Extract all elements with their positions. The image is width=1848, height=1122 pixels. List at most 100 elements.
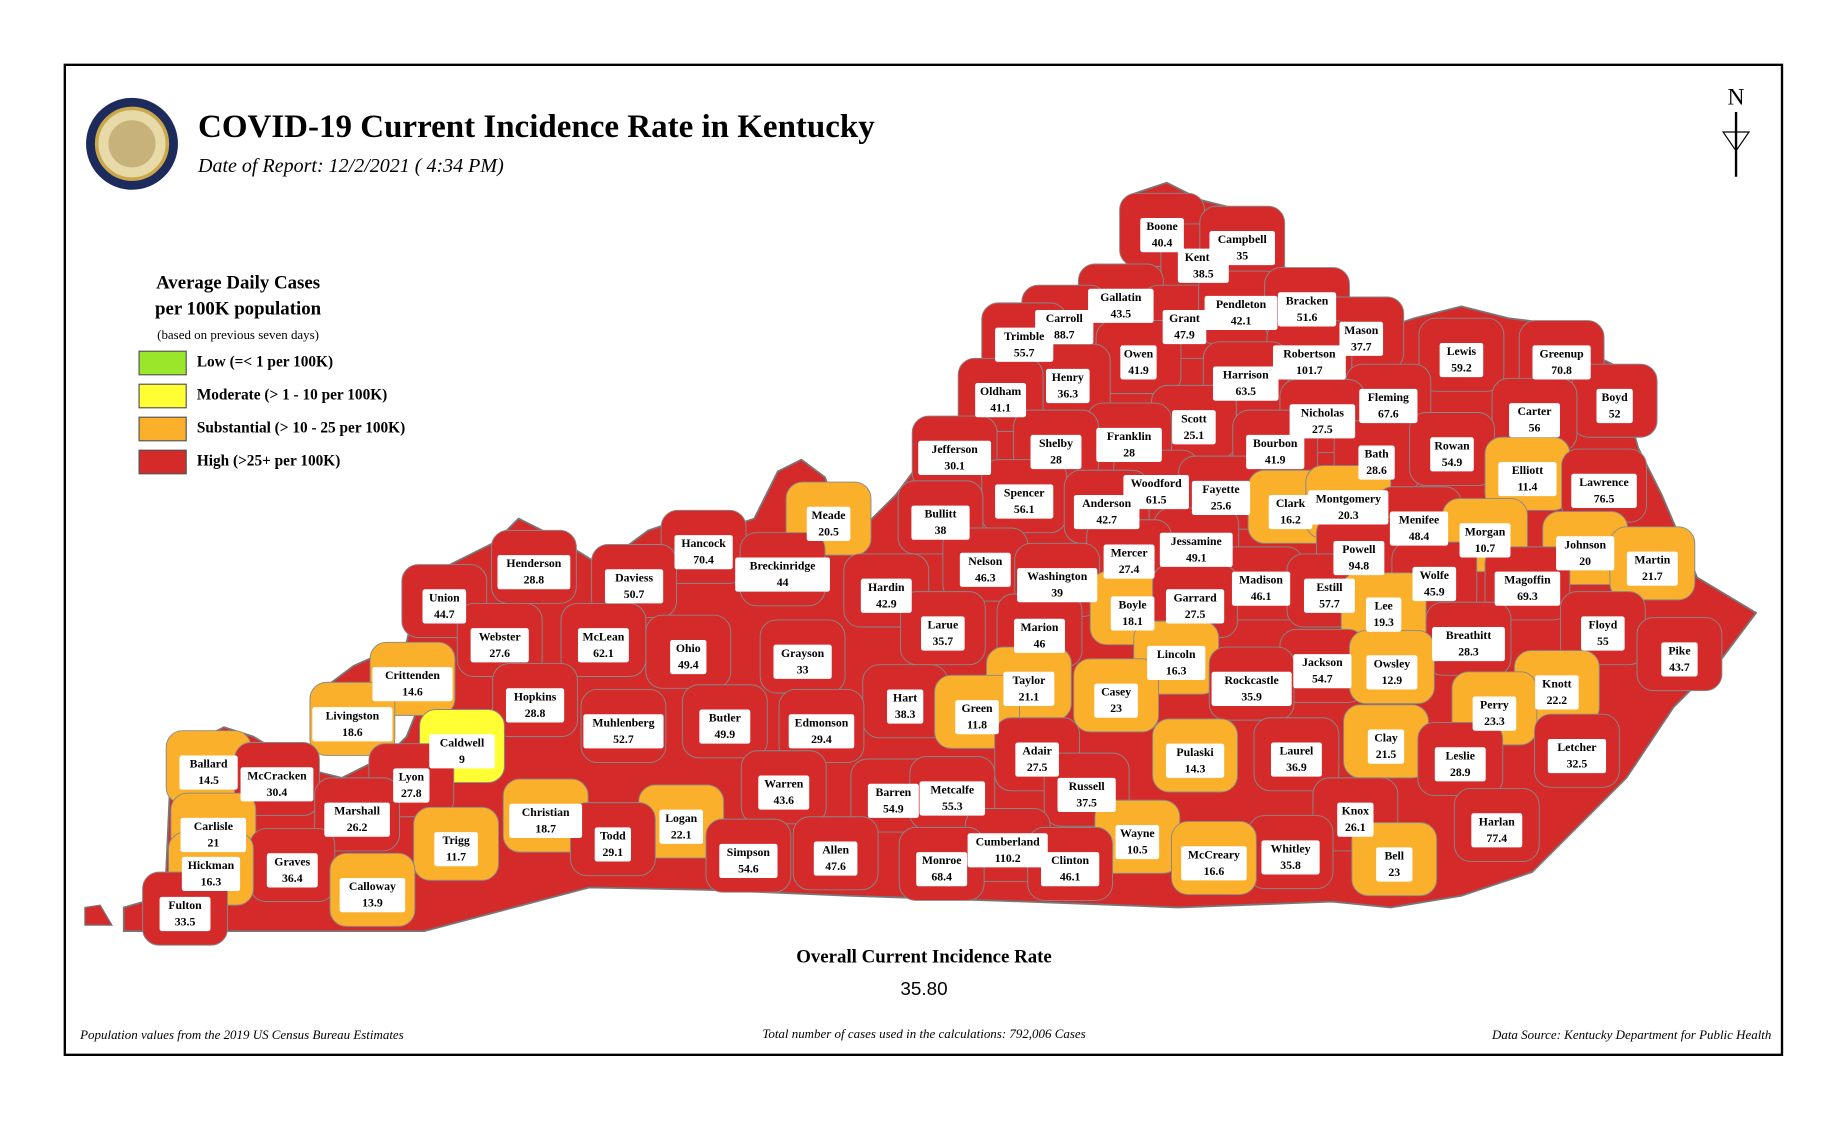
county-name: Caldwell	[440, 736, 485, 749]
county-label-box	[867, 783, 919, 818]
county-value: 40.4	[1152, 237, 1173, 250]
county-label-box	[1211, 671, 1292, 706]
county-name: Morgan	[1465, 525, 1506, 538]
county-label-box	[1015, 742, 1059, 777]
county-name: Perry	[1480, 699, 1509, 712]
county-name: Breathitt	[1446, 629, 1492, 642]
county-value: 23	[1388, 866, 1400, 879]
county-label-box	[1073, 495, 1140, 530]
county-name: Martin	[1634, 554, 1670, 567]
county-value: 35.8	[1280, 859, 1301, 872]
county-value: 21.7	[1642, 570, 1663, 583]
county-label-box	[1498, 462, 1557, 497]
north-arrow: N	[1721, 84, 1751, 177]
county-label-box	[1003, 671, 1055, 706]
county-label-box	[735, 557, 830, 592]
legend-swatch	[138, 383, 187, 409]
county-label-box	[1277, 292, 1337, 327]
county-value: 51.6	[1297, 311, 1318, 324]
county-name: Leslie	[1446, 749, 1475, 762]
county-label-box	[1014, 618, 1065, 653]
county-name: McCreary	[1188, 848, 1240, 861]
county-value: 37.5	[1076, 796, 1097, 809]
county-name: Wayne	[1120, 827, 1155, 840]
county-label-box	[1159, 532, 1233, 567]
county-name: Magoffin	[1504, 574, 1551, 587]
county-value: 43.7	[1669, 661, 1690, 674]
county-value: 27.6	[489, 647, 510, 660]
county-label-box	[1661, 642, 1698, 677]
county-label-box	[1430, 437, 1474, 472]
county-label-box	[1115, 825, 1160, 860]
county-name: Monroe	[922, 854, 962, 867]
county-value: 69.3	[1517, 590, 1538, 603]
county-name: Laurel	[1280, 745, 1315, 758]
county-name: Spencer	[1004, 487, 1045, 500]
county-label-box	[1337, 802, 1374, 837]
county-value: 30.1	[944, 459, 965, 472]
county-name: Allen	[822, 844, 849, 857]
summary-value: 35.80	[900, 978, 947, 999]
county-name: Owen	[1124, 347, 1154, 360]
county-label-box	[959, 552, 1011, 587]
county-label-box	[1556, 536, 1615, 571]
county-value: 11.7	[446, 851, 466, 864]
county-label-box	[1045, 368, 1090, 404]
county-value: 61.5	[1146, 494, 1167, 507]
county-name: Grant	[1169, 312, 1200, 325]
county-label-box	[1088, 288, 1154, 323]
county-value: 41.9	[1128, 364, 1149, 377]
county-label-box	[434, 832, 478, 867]
county-label-box	[1096, 427, 1162, 462]
county-name: Fleming	[1368, 391, 1409, 404]
county-label-box	[1359, 388, 1418, 424]
county-value: 56.1	[1014, 503, 1035, 516]
county-value: 32.5	[1567, 758, 1588, 771]
county-name: Lyon	[399, 771, 425, 784]
county-name: Oldham	[980, 385, 1021, 398]
county-label-box	[1231, 571, 1291, 606]
county-label-box	[1376, 847, 1413, 882]
county-value: 29.4	[811, 733, 832, 746]
county-name: Knott	[1542, 677, 1571, 690]
legend-label: Low (=< 1 per 100K)	[197, 354, 333, 371]
county-name: Todd	[600, 829, 626, 842]
county-name: Green	[961, 702, 993, 715]
county-label-box	[509, 803, 583, 838]
county-label-box	[1268, 495, 1313, 530]
county-name: Bath	[1364, 448, 1389, 461]
county-value: 50.7	[624, 588, 645, 601]
county-name: Union	[429, 591, 460, 604]
county-label-box	[758, 775, 810, 810]
county-name: Larue	[927, 619, 958, 632]
county-value: 28.8	[525, 707, 546, 720]
county-label-box	[1389, 511, 1449, 546]
county-label-box	[159, 896, 211, 932]
county-label-box	[1120, 345, 1157, 380]
county-label-box	[1110, 596, 1155, 631]
county-value: 39	[1051, 587, 1063, 600]
county-label-box	[1439, 342, 1484, 378]
county-value: 16.3	[201, 875, 222, 888]
county-label-box	[1172, 410, 1216, 445]
county-value: 57.7	[1319, 597, 1340, 610]
county-value: 46.1	[1060, 871, 1081, 884]
county-value: 23	[1110, 702, 1122, 715]
county-name: Garrard	[1174, 591, 1218, 604]
county-value: 77.4	[1486, 832, 1507, 845]
county-label-box	[1434, 747, 1486, 782]
county-label-box	[916, 852, 968, 887]
county-name: Meade	[812, 509, 846, 522]
county-value: 28.8	[524, 574, 545, 587]
county-name: Elliott	[1512, 464, 1543, 477]
county-value: 110.2	[995, 852, 1021, 865]
county-label-box	[1432, 627, 1505, 662]
seal	[86, 97, 178, 190]
county-name: Owsley	[1374, 657, 1411, 670]
county-label-box	[1094, 683, 1138, 718]
county-name: Hancock	[681, 537, 726, 550]
county-label-box	[1103, 544, 1155, 579]
county-value: 28.6	[1366, 464, 1387, 477]
county-value: 55.3	[942, 800, 963, 813]
county-value: 49.9	[715, 728, 736, 741]
